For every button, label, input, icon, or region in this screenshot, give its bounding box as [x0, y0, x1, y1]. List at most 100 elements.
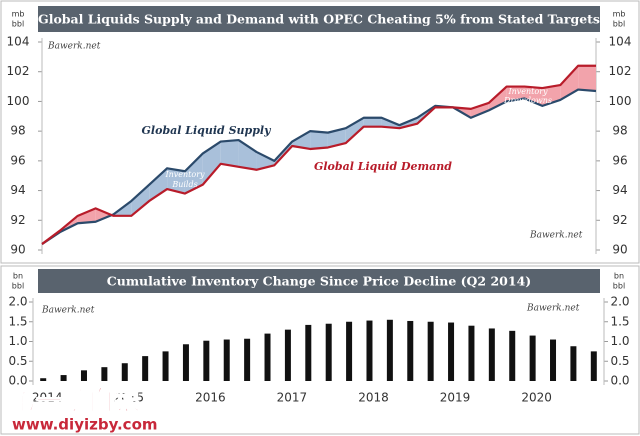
- y2-tick-label: 98: [612, 124, 627, 138]
- gap-fill: [327, 128, 346, 148]
- y2-tick-label: 102: [609, 64, 632, 78]
- series-line: [41, 64, 596, 245]
- gap-fill: [77, 208, 96, 224]
- bar: [488, 328, 495, 381]
- y2-tick-label: 2.0: [610, 295, 629, 309]
- top-plot: 90 92 94 96 98 100 102 104 90 92 94 96 98 100 102 104: [7, 35, 632, 257]
- top-title-bar: [38, 6, 600, 32]
- bar: [142, 356, 149, 381]
- y-tick-label: 104: [7, 35, 30, 49]
- y-tick-label: 94: [10, 183, 25, 197]
- unit-label: bn: [13, 272, 23, 281]
- gap-fill: [184, 153, 203, 194]
- source: Bawerk.net: [529, 231, 583, 241]
- drawdowns-label: Drawdowns: [503, 96, 552, 105]
- y-tick-label: 90: [10, 243, 25, 257]
- bottom-plot: 0.0 0.5 1.0 1.5 2.0 0.0 0.5 1.0 1.5 2.0 2014 2015 20…: [8, 295, 629, 405]
- bar: [182, 344, 189, 381]
- x-tick-label: 2018: [358, 391, 389, 405]
- gap-fill: [488, 86, 507, 111]
- bar: [590, 351, 597, 381]
- builds-label: Inventory: [164, 170, 205, 179]
- chart-title: Cumulative Inventory Change Since Price …: [107, 274, 531, 289]
- bar: [264, 333, 271, 381]
- bar: [203, 340, 210, 381]
- x-tick-label: 2015: [113, 391, 144, 405]
- y2-tick-label: 1.0: [610, 334, 629, 348]
- series-line: [41, 88, 597, 245]
- bar: [386, 319, 393, 381]
- bar: [468, 325, 475, 381]
- gap-fill: [578, 65, 596, 92]
- source: Bawerk.net: [41, 306, 95, 316]
- y-tick-label: 102: [7, 64, 30, 78]
- unit-label: mb: [12, 10, 25, 19]
- gap-fill: [506, 86, 525, 102]
- bar: [244, 338, 251, 381]
- x-tick-label: 2017: [277, 391, 308, 405]
- bottom-title-bar: [38, 269, 600, 293]
- drawdowns-label: Inventory: [507, 87, 548, 96]
- x-tick-label: 2016: [195, 391, 226, 405]
- gap-fill: [131, 184, 150, 216]
- gap-fill: [310, 131, 328, 149]
- gap-fill: [238, 140, 257, 170]
- y-tick-label: 98: [10, 124, 25, 138]
- bar: [570, 346, 577, 381]
- demand-label: Global Liquid Demand: [314, 160, 452, 173]
- builds-label: Builds: [171, 180, 197, 189]
- y2-tick-label: 90: [612, 243, 627, 257]
- y-tick-label: 0.5: [8, 354, 27, 368]
- bar: [223, 339, 230, 381]
- gap-fill: [345, 117, 364, 144]
- unit-label: mb: [613, 10, 626, 19]
- gap-fill: [524, 86, 543, 106]
- x-tick-label: 2019: [440, 391, 471, 405]
- y2-tick-label: 92: [612, 213, 627, 227]
- unit-label: bbl: [12, 20, 24, 29]
- bar: [366, 320, 373, 381]
- x-tick-label: 2014: [32, 391, 63, 405]
- y2-tick-label: 100: [609, 94, 632, 108]
- bar: [346, 321, 353, 381]
- bar: [509, 330, 516, 381]
- gap-fill: [470, 102, 489, 118]
- bar: [162, 351, 169, 381]
- unit-label: bbl: [613, 282, 625, 291]
- gap-fill: [292, 131, 311, 149]
- bar: [101, 367, 108, 381]
- bar: [325, 323, 332, 381]
- y2-tick-label: 0.0: [610, 374, 629, 388]
- supply-label: Global Liquid Supply: [142, 124, 273, 137]
- y-tick-label: 92: [10, 213, 25, 227]
- gap-fill: [95, 208, 112, 222]
- y-tick-label: 1.0: [8, 334, 27, 348]
- x-tick-label: 2020: [521, 391, 552, 405]
- y2-tick-label: 96: [612, 153, 627, 167]
- y-tick-label: 1.5: [8, 314, 27, 328]
- bar: [427, 321, 434, 381]
- bar: [550, 339, 557, 381]
- unit-label: bbl: [12, 282, 24, 291]
- y2-tick-label: 104: [609, 35, 632, 49]
- bar: [284, 329, 291, 381]
- source: Bawerk.net: [47, 42, 101, 52]
- y2-tick-label: 94: [612, 183, 627, 197]
- bar: [121, 363, 128, 381]
- bar: [305, 324, 312, 381]
- gap-fill: [167, 168, 185, 194]
- bar: [407, 320, 414, 381]
- y2-tick-label: 1.5: [610, 314, 629, 328]
- y-tick-label: 100: [7, 94, 30, 108]
- watermark-url: www.diyizby.com: [12, 416, 158, 434]
- y-tick-label: 2.0: [8, 295, 27, 309]
- watermark: 第一纸白银: [10, 386, 141, 417]
- gap-fill: [363, 117, 382, 127]
- bar: [529, 335, 536, 381]
- bar: [60, 375, 67, 381]
- gap-fill: [149, 168, 168, 201]
- gap-fill: [220, 140, 239, 167]
- y2-tick-label: 0.5: [610, 354, 629, 368]
- bar: [80, 370, 87, 381]
